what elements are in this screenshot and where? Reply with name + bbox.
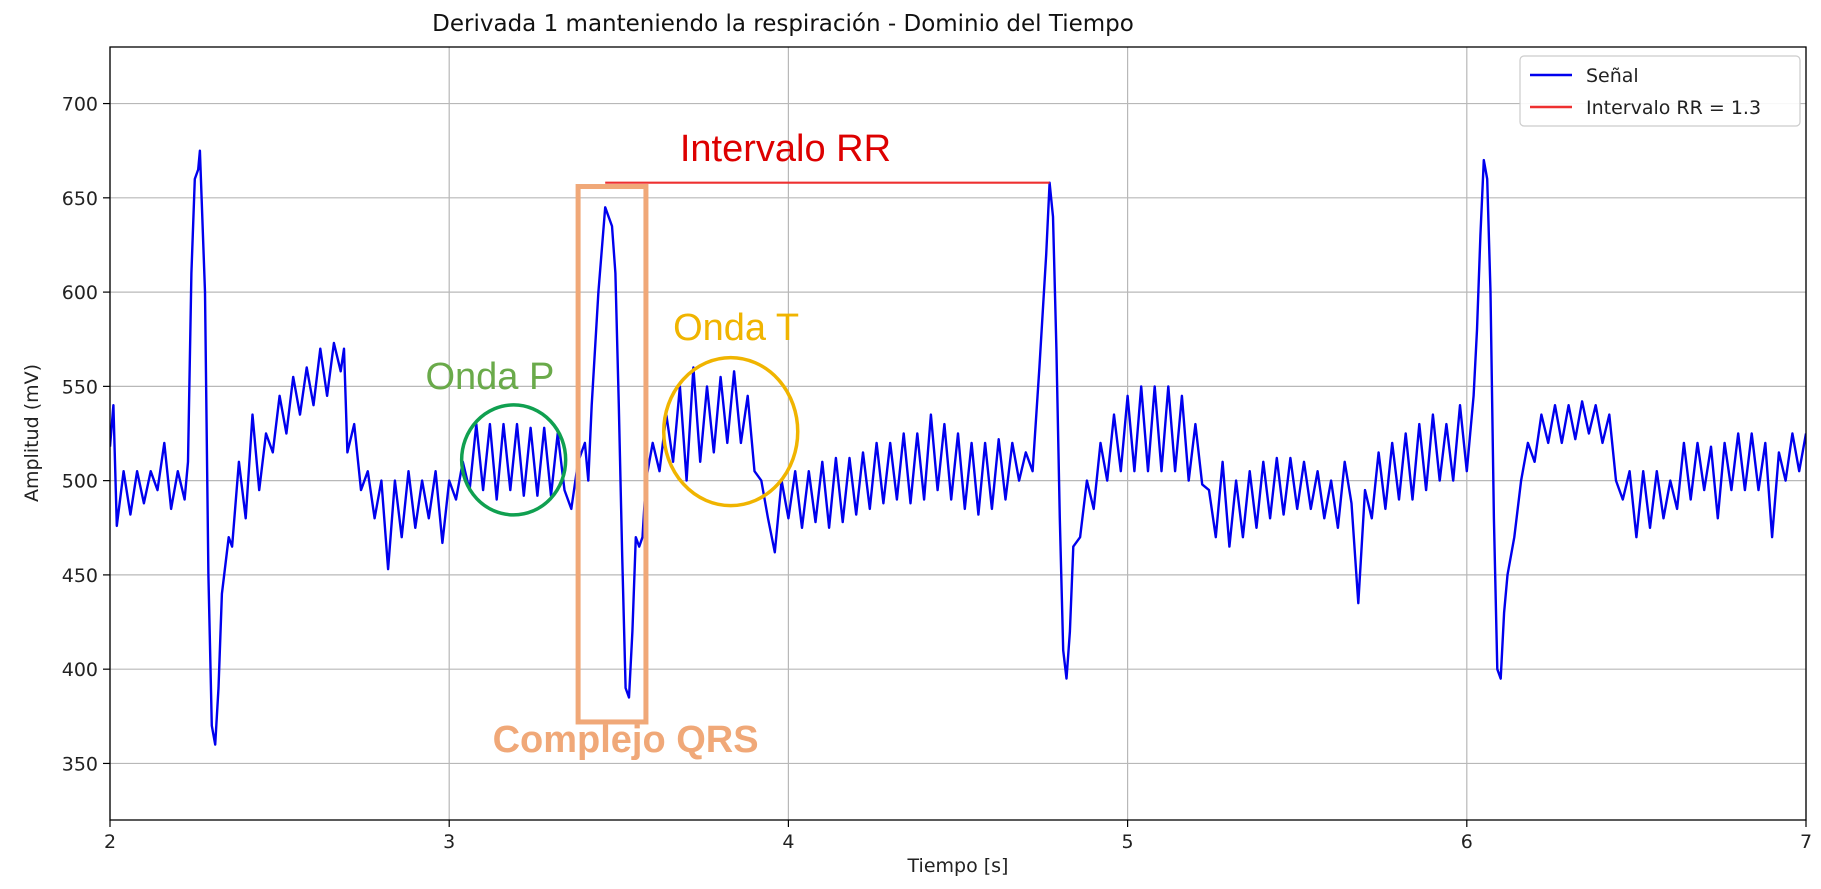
y-tick-label: 700 [62,94,98,116]
legend-label: Señal [1586,65,1639,87]
series-line-senal [110,149,1806,746]
legend-label: Intervalo RR = 1.3 [1586,97,1761,119]
onda-p-circle [459,403,568,517]
y-tick-label: 400 [62,659,98,681]
y-tick-label: 450 [62,565,98,587]
x-tick-label: 7 [1800,831,1812,853]
x-tick-label: 4 [782,831,794,853]
x-tick-label: 5 [1122,831,1134,853]
annotation-onda-t: Onda T [673,307,799,349]
y-axis-label: Amplitud (mV) [21,364,43,502]
y-tick-label: 600 [62,282,98,304]
axis-ticks: 2 3 4 5 6 7 350 400 450 500 550 600 650 700 [62,94,1812,853]
qrs-rectangle [575,184,649,725]
x-tick-label: 6 [1461,831,1473,853]
x-tick-label: 2 [104,831,116,853]
plot-frame [109,46,1807,821]
y-tick-label: 500 [62,471,98,493]
legend-box [1519,55,1801,127]
x-tick-label: 3 [443,831,455,853]
y-tick-label: 550 [62,376,98,398]
annotation-onda-p: Onda P [425,356,554,398]
annotation-complejo-qrs: Complejo QRS [493,719,759,761]
y-tick-label: 350 [62,753,98,775]
onda-t-circle [661,355,800,508]
x-axis-label: Tiempo [s] [907,855,1009,877]
annotations: Intervalo RR Onda P Onda T Complejo QRS [425,128,891,761]
plot-data [110,149,1806,746]
chart-title: Derivada 1 manteniendo la respiración - … [432,11,1134,37]
legend: Señal Intervalo RR = 1.3 [1519,55,1801,127]
annotation-intervalo-rr: Intervalo RR [680,128,891,170]
y-tick-label: 650 [62,188,98,210]
